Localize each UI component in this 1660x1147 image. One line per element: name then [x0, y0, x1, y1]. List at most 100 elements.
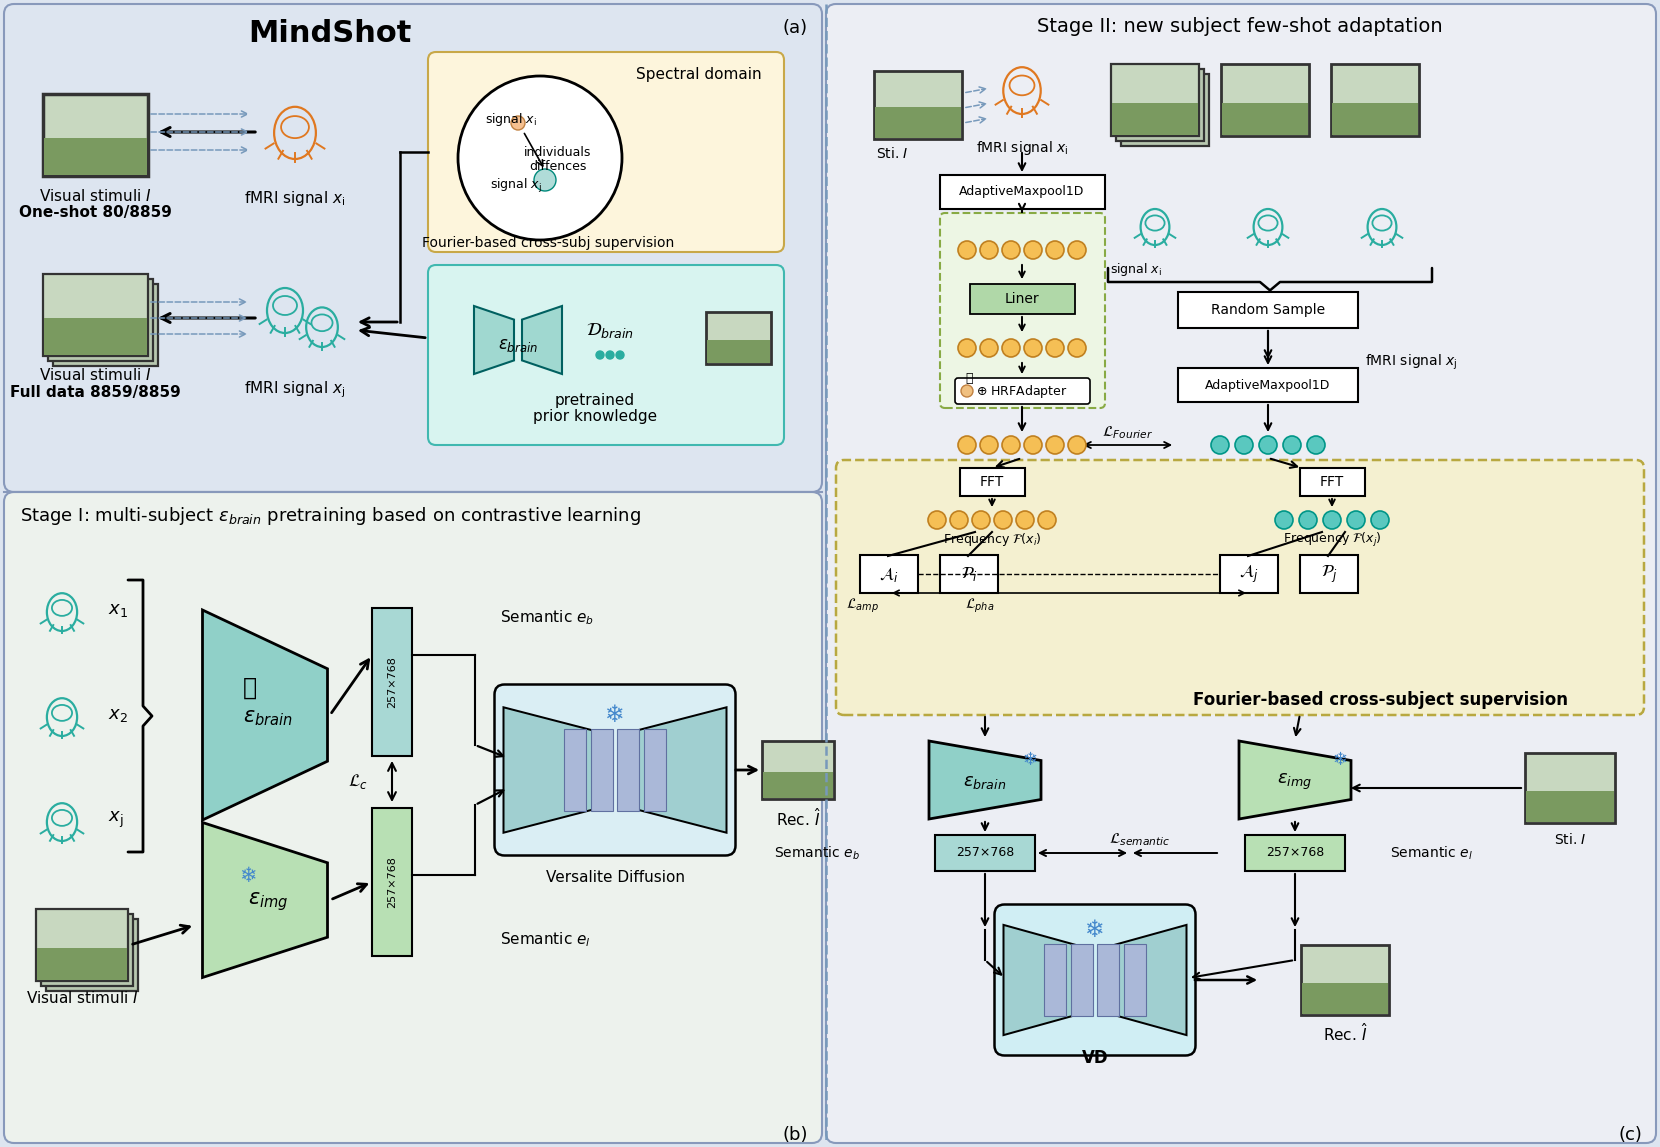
- Text: Visual stimuli $I$: Visual stimuli $I$: [25, 990, 138, 1006]
- FancyBboxPatch shape: [994, 905, 1195, 1055]
- Circle shape: [1024, 241, 1042, 259]
- Text: Spectral domain: Spectral domain: [636, 68, 762, 83]
- Circle shape: [1024, 340, 1042, 357]
- Polygon shape: [624, 708, 727, 833]
- Text: 257×768: 257×768: [387, 656, 397, 708]
- Bar: [1300, 468, 1365, 496]
- Text: 🔥: 🔥: [964, 372, 973, 384]
- Text: signal $x_\mathrm{i}$: signal $x_\mathrm{i}$: [485, 111, 538, 128]
- Bar: [46, 919, 138, 991]
- Circle shape: [961, 385, 973, 397]
- Circle shape: [1003, 436, 1019, 454]
- Bar: [1116, 69, 1203, 141]
- Polygon shape: [503, 708, 606, 833]
- Bar: [1220, 555, 1278, 593]
- Bar: [53, 284, 158, 366]
- Bar: [372, 807, 412, 955]
- Text: FFT: FFT: [979, 475, 1004, 489]
- Text: $\varepsilon_{img}$: $\varepsilon_{img}$: [1278, 772, 1313, 793]
- Text: Fourier-based cross-subj supervision: Fourier-based cross-subj supervision: [422, 236, 674, 250]
- Text: 257×768: 257×768: [956, 846, 1014, 859]
- Text: prior knowledge: prior knowledge: [533, 408, 657, 423]
- Circle shape: [958, 340, 976, 357]
- Text: AdaptiveMaxpool1D: AdaptiveMaxpool1D: [1205, 379, 1331, 391]
- Text: $\mathcal{L}_{semantic}$: $\mathcal{L}_{semantic}$: [1109, 832, 1170, 849]
- Text: pretrained: pretrained: [554, 392, 636, 407]
- Bar: [1245, 835, 1345, 871]
- Bar: [1120, 75, 1208, 146]
- Text: Frequency $\mathcal{F}(x_j)$: Frequency $\mathcal{F}(x_j)$: [1283, 531, 1381, 549]
- Bar: [1124, 944, 1145, 1016]
- Bar: [875, 108, 961, 138]
- Bar: [875, 71, 963, 139]
- Text: Versalite Diffusion: Versalite Diffusion: [546, 871, 684, 885]
- Circle shape: [979, 340, 998, 357]
- Text: Liner: Liner: [1004, 292, 1039, 306]
- Text: Semantic $e_l$: Semantic $e_l$: [1389, 844, 1472, 861]
- Bar: [644, 728, 666, 811]
- FancyBboxPatch shape: [3, 492, 822, 1144]
- Bar: [591, 728, 613, 811]
- Bar: [1222, 64, 1310, 136]
- Text: ❄: ❄: [239, 866, 257, 885]
- Circle shape: [950, 512, 968, 529]
- Text: Stage II: new subject few-shot adaptation: Stage II: new subject few-shot adaptatio…: [1038, 16, 1443, 36]
- Bar: [1331, 102, 1418, 135]
- Bar: [860, 555, 918, 593]
- Circle shape: [1371, 512, 1389, 529]
- Text: individuals: individuals: [525, 147, 591, 159]
- Text: $\mathcal{D}_{brain}$: $\mathcal{D}_{brain}$: [586, 320, 634, 340]
- Bar: [1526, 790, 1614, 822]
- Text: $x_1$: $x_1$: [108, 601, 128, 619]
- Text: $x_2$: $x_2$: [108, 707, 128, 724]
- Bar: [1301, 945, 1389, 1015]
- Text: $\varepsilon_{brain}$: $\varepsilon_{brain}$: [963, 773, 1006, 791]
- Bar: [1300, 555, 1358, 593]
- Text: fMRI signal $x_\mathrm{i}$: fMRI signal $x_\mathrm{i}$: [244, 188, 345, 208]
- Text: Random Sample: Random Sample: [1210, 303, 1325, 317]
- Polygon shape: [930, 741, 1041, 819]
- Circle shape: [1067, 241, 1086, 259]
- Polygon shape: [1004, 924, 1087, 1035]
- Bar: [1331, 64, 1419, 136]
- FancyBboxPatch shape: [940, 213, 1106, 408]
- Text: Frequency $\mathcal{F}(x_i)$: Frequency $\mathcal{F}(x_i)$: [943, 531, 1041, 548]
- Text: $\oplus$ HRFAdapter: $\oplus$ HRFAdapter: [976, 382, 1067, 399]
- Circle shape: [511, 116, 525, 130]
- Circle shape: [1016, 512, 1034, 529]
- Circle shape: [928, 512, 946, 529]
- Polygon shape: [1238, 741, 1351, 819]
- Text: $\varepsilon_{img}$: $\varepsilon_{img}$: [247, 890, 289, 913]
- Bar: [43, 138, 146, 175]
- Circle shape: [1003, 340, 1019, 357]
- Text: 🔥: 🔥: [242, 676, 257, 700]
- Text: $\mathcal{L}_{Fourier}$: $\mathcal{L}_{Fourier}$: [1102, 424, 1154, 442]
- Text: fMRI signal $x_\mathrm{i}$: fMRI signal $x_\mathrm{i}$: [976, 139, 1069, 157]
- Bar: [37, 947, 128, 980]
- Circle shape: [1283, 436, 1301, 454]
- Circle shape: [1046, 436, 1064, 454]
- Text: ❄: ❄: [606, 703, 624, 727]
- Circle shape: [979, 436, 998, 454]
- Text: ❄: ❄: [1333, 751, 1348, 768]
- Text: Rec. $\hat{I}$: Rec. $\hat{I}$: [1323, 1022, 1368, 1044]
- Circle shape: [596, 351, 604, 359]
- Bar: [940, 175, 1106, 209]
- Bar: [1044, 944, 1066, 1016]
- Bar: [762, 741, 833, 799]
- Text: (a): (a): [784, 19, 808, 37]
- Circle shape: [1235, 436, 1253, 454]
- Circle shape: [1323, 512, 1341, 529]
- Bar: [1112, 102, 1199, 135]
- Circle shape: [1024, 436, 1042, 454]
- Bar: [43, 318, 146, 356]
- Text: ❄: ❄: [1086, 918, 1106, 942]
- Text: One-shot 80/8859: One-shot 80/8859: [18, 205, 171, 220]
- Text: MindShot: MindShot: [249, 19, 412, 48]
- Text: $\varepsilon_{brain}$: $\varepsilon_{brain}$: [242, 708, 292, 728]
- Text: VD: VD: [1082, 1050, 1109, 1067]
- FancyBboxPatch shape: [954, 379, 1091, 404]
- Polygon shape: [203, 822, 327, 977]
- Bar: [618, 728, 639, 811]
- Text: $x_\mathrm{j}$: $x_\mathrm{j}$: [108, 810, 123, 830]
